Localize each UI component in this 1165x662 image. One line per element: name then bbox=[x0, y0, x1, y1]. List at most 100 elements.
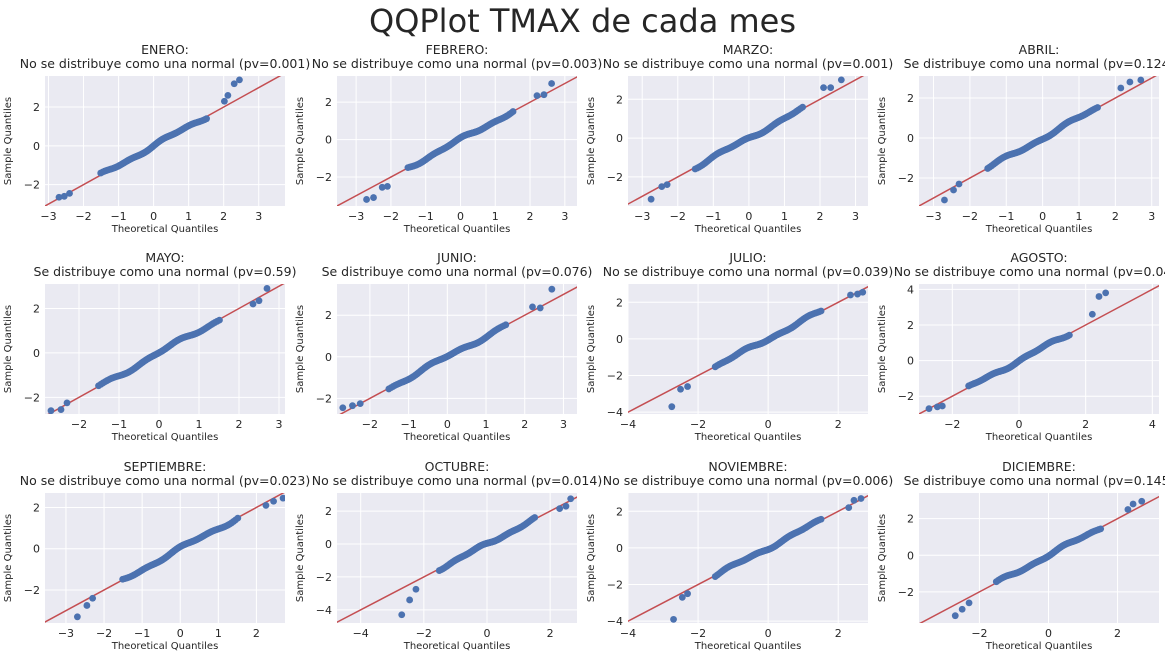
y-axis-label: Sample Quantiles bbox=[295, 97, 306, 185]
y-axis-label: Sample Quantiles bbox=[586, 305, 597, 393]
x-tick-label: 0 bbox=[156, 418, 163, 431]
x-tick-label: −2 bbox=[690, 418, 706, 431]
data-point bbox=[536, 304, 544, 312]
data-point bbox=[502, 321, 510, 329]
x-axis-label: Theoretical Quantiles bbox=[985, 432, 1093, 443]
data-point bbox=[216, 316, 223, 324]
plot-content bbox=[339, 285, 577, 414]
x-axis-label: Theoretical Quantiles bbox=[403, 432, 511, 443]
data-point bbox=[1124, 506, 1132, 513]
y-tick-label: 2 bbox=[907, 92, 914, 105]
data-point bbox=[670, 615, 677, 623]
data-point bbox=[950, 186, 957, 194]
x-tick-label: 2 bbox=[1114, 627, 1121, 640]
x-tick-label: −2 bbox=[96, 627, 112, 640]
subplot-month-title: MAYO: bbox=[145, 250, 184, 265]
plot-content bbox=[337, 495, 577, 623]
y-tick-label: 0 bbox=[33, 347, 40, 360]
x-axis-label: Theoretical Quantiles bbox=[694, 432, 802, 443]
data-point bbox=[89, 594, 97, 602]
data-point bbox=[349, 402, 356, 410]
data-point bbox=[249, 300, 257, 308]
x-axis-label: Theoretical Quantiles bbox=[111, 224, 219, 235]
subplot-normality-result: Se distribuye como una normal (pv=0.076) bbox=[322, 264, 593, 279]
plot-content bbox=[628, 76, 865, 205]
data-point bbox=[1094, 104, 1101, 111]
plot-content bbox=[628, 285, 868, 414]
x-tick-label: 2 bbox=[253, 627, 260, 640]
y-axis-label: Sample Quantiles bbox=[295, 305, 306, 393]
y-tick-label: 2 bbox=[325, 96, 332, 109]
data-point bbox=[1102, 289, 1110, 297]
data-point bbox=[236, 76, 243, 84]
data-point bbox=[658, 183, 666, 190]
data-point bbox=[847, 291, 854, 299]
x-axis-label: Theoretical Quantiles bbox=[111, 432, 219, 443]
data-point bbox=[83, 602, 91, 609]
data-point bbox=[279, 494, 285, 502]
y-tick-label: 0 bbox=[907, 355, 914, 368]
data-point bbox=[556, 505, 564, 513]
data-point bbox=[540, 91, 548, 99]
data-point bbox=[857, 495, 865, 502]
qq-subplot: −4 −2 0 2 −4 −2 0 2 OCTUBRE:No se distribuye com… bbox=[295, 459, 602, 652]
x-tick-label: −2 bbox=[362, 418, 378, 431]
x-tick-label: −1 bbox=[111, 418, 127, 431]
data-point bbox=[854, 290, 861, 298]
x-tick-label: 1 bbox=[215, 627, 222, 640]
data-point bbox=[955, 180, 963, 188]
y-tick-label: 2 bbox=[325, 505, 332, 518]
data-point bbox=[57, 406, 65, 413]
y-tick-label: −2 bbox=[607, 370, 623, 383]
x-tick-label: 2 bbox=[1082, 418, 1089, 431]
y-tick-label: 0 bbox=[907, 132, 914, 145]
plot-content bbox=[919, 284, 1159, 414]
x-tick-label: 0 bbox=[150, 210, 157, 223]
qq-subplot: −2 −1 0 1 2 3 −2 0 2 MAYO:Se distribuye como una … bbox=[3, 250, 296, 443]
x-tick-label: −1 bbox=[705, 210, 721, 223]
x-tick-label: 1 bbox=[185, 210, 192, 223]
data-point bbox=[234, 514, 242, 522]
qq-subplot: −3 −2 −1 0 1 2 3 −2 0 2 FEBRERO:No se distribuye c… bbox=[295, 42, 602, 235]
data-point bbox=[958, 605, 966, 613]
data-point bbox=[1088, 310, 1096, 318]
y-tick-label: −2 bbox=[316, 171, 332, 184]
subplot-month-title: ENERO: bbox=[141, 42, 189, 57]
qq-subplot: −3 −2 −1 0 1 2 3 −2 0 2 MARZO:No se distribuye com… bbox=[586, 42, 893, 235]
qq-subplot: −3 −2 −1 0 1 2 3 −2 0 2 ENERO:No se distribuye com… bbox=[3, 42, 310, 235]
data-point bbox=[941, 196, 948, 204]
data-point bbox=[668, 403, 676, 411]
y-tick-label: −2 bbox=[898, 172, 914, 185]
data-point bbox=[66, 189, 73, 197]
y-tick-label: −2 bbox=[24, 584, 40, 597]
y-tick-label: 0 bbox=[616, 333, 623, 346]
x-tick-label: 1 bbox=[781, 210, 788, 223]
x-tick-label: 0 bbox=[745, 210, 752, 223]
data-point bbox=[1138, 497, 1146, 505]
y-axis-label: Sample Quantiles bbox=[295, 514, 306, 602]
subplot-normality-result: No se distribuye como una normal (pv=0.0… bbox=[312, 473, 602, 488]
plot-content bbox=[919, 495, 1159, 623]
y-tick-label: 2 bbox=[907, 513, 914, 526]
y-tick-label: −4 bbox=[316, 604, 332, 617]
data-point bbox=[965, 599, 973, 607]
plot-content bbox=[919, 76, 1157, 206]
y-tick-label: −2 bbox=[898, 586, 914, 599]
x-tick-label: 0 bbox=[1016, 418, 1023, 431]
data-point bbox=[262, 501, 270, 509]
x-tick-label: 2 bbox=[835, 627, 842, 640]
y-tick-label: 2 bbox=[33, 101, 40, 114]
data-point bbox=[63, 399, 71, 407]
data-point bbox=[837, 76, 845, 84]
x-tick-label: 0 bbox=[457, 210, 464, 223]
data-point bbox=[684, 590, 691, 598]
y-axis-label: Sample Quantiles bbox=[3, 97, 14, 185]
y-axis-label: Sample Quantiles bbox=[3, 514, 14, 602]
subplot-normality-result: No se distribuye como una normal (pv=0.0… bbox=[603, 56, 893, 71]
data-point bbox=[406, 596, 414, 604]
subplot-month-title: MARZO: bbox=[723, 42, 773, 57]
y-tick-label: 2 bbox=[616, 505, 623, 518]
data-point bbox=[230, 80, 238, 88]
x-tick-label: 3 bbox=[560, 418, 567, 431]
data-point bbox=[270, 497, 277, 505]
